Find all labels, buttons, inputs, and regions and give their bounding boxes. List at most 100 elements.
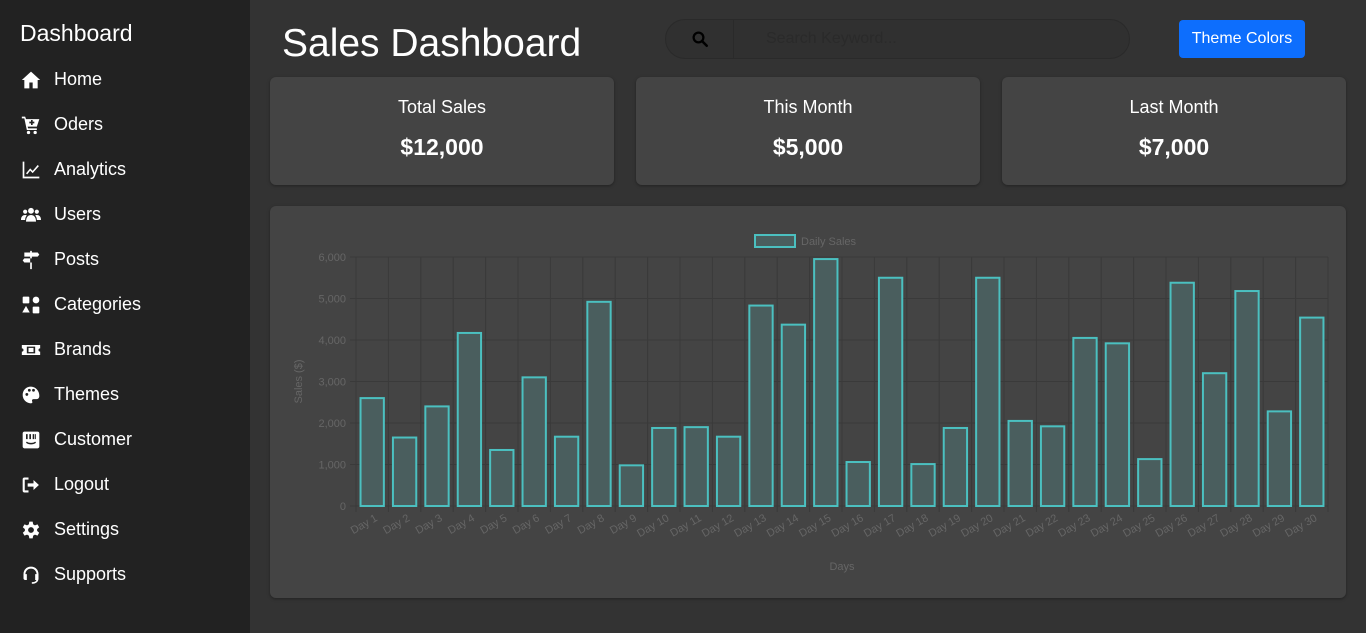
x-tick-label: Day 14	[765, 512, 801, 540]
sidebar-item-label: Categories	[54, 294, 142, 314]
search-button[interactable]	[666, 20, 734, 58]
sidebar-item-users[interactable]: Users	[0, 192, 250, 237]
sidebar-item-label: Themes	[54, 384, 120, 404]
bar	[1266, 410, 1293, 508]
bar	[975, 276, 1001, 507]
bar	[586, 300, 612, 507]
sidebar-item-label: Posts	[54, 249, 100, 269]
x-tick-label: Day 22	[1024, 512, 1060, 540]
sidebar-item-label: Oders	[54, 114, 104, 134]
x-tick-label: Day 8	[576, 512, 607, 537]
sidebar-item-logout[interactable]: Logout	[0, 462, 250, 507]
sidebar-item-categories[interactable]: Categories	[0, 282, 250, 327]
logout-icon	[20, 474, 42, 496]
x-tick-label: Day 18	[894, 512, 930, 540]
sales-chart-panel: 0 1,000 2,000 3,000 4,000 5,000 6,000 Day 1 Day …	[270, 206, 1346, 598]
bar	[942, 426, 969, 507]
x-tick-label: Day 9	[608, 512, 639, 537]
total-sales-card: Total Sales $12,000	[270, 77, 614, 185]
ticket-icon	[20, 339, 42, 361]
bar	[1137, 458, 1163, 507]
x-tick-label: Day 24	[1089, 512, 1125, 540]
bar	[553, 435, 580, 508]
bar	[1169, 281, 1195, 508]
x-tick-label: Day 3	[414, 512, 445, 537]
bar	[910, 463, 936, 507]
bar	[715, 435, 742, 508]
home-icon	[20, 69, 42, 91]
chart-line-icon	[20, 159, 42, 181]
x-tick-label: Day 21	[992, 512, 1028, 540]
sidebar-item-label: Home	[54, 69, 103, 89]
bar	[1234, 290, 1260, 507]
y-tick-label: 3,000	[318, 377, 346, 389]
signpost-icon	[20, 249, 42, 271]
x-tick-label: Day 23	[1056, 512, 1092, 540]
card-value: $7,000	[1138, 134, 1210, 160]
sidebar-item-supports[interactable]: Supports	[0, 552, 250, 597]
x-tick-label: Day 17	[862, 512, 898, 540]
sidebar: Dashboard Home Oders Analytics Users	[0, 0, 250, 633]
sidebar-item-orders[interactable]: Oders	[0, 102, 250, 147]
bar	[618, 464, 645, 507]
bar	[391, 436, 418, 507]
theme-colors-button[interactable]: Theme Colors	[1179, 20, 1305, 58]
bar	[748, 304, 774, 508]
y-axis-title: Sales ($)	[293, 359, 305, 403]
x-axis-title: Days	[829, 561, 855, 573]
x-tick-label: Day 25	[1121, 512, 1157, 540]
y-tick-label: 4,000	[318, 335, 346, 347]
sidebar-item-label: Users	[54, 204, 102, 224]
users-icon	[20, 204, 42, 226]
search-input[interactable]	[734, 20, 1129, 58]
this-month-card: This Month $5,000	[636, 77, 980, 185]
y-tick-label: 2,000	[318, 418, 346, 430]
sidebar-item-customer[interactable]: Customer	[0, 417, 250, 462]
sidebar-item-posts[interactable]: Posts	[0, 237, 250, 282]
x-tick-label: Day 27	[1186, 512, 1222, 540]
search-icon	[692, 31, 708, 48]
bar	[424, 405, 450, 507]
bar	[877, 276, 904, 507]
gear-icon	[20, 519, 42, 541]
y-tick-label: 5,000	[318, 294, 346, 306]
sidebar-item-brands[interactable]: Brands	[0, 327, 250, 372]
bar	[845, 461, 871, 508]
x-tick-label: Day 10	[635, 512, 671, 540]
bar	[1201, 372, 1228, 507]
x-tick-label: Day 19	[927, 512, 963, 540]
y-tick-label: 1,000	[318, 460, 346, 472]
card-label: Total Sales	[397, 97, 487, 117]
bar	[521, 376, 547, 507]
bar	[813, 258, 839, 508]
sidebar-item-label: Supports	[54, 564, 127, 584]
legend-label: Daily Sales	[801, 236, 857, 248]
card-value: $12,000	[400, 134, 484, 160]
sidebar-item-home[interactable]: Home	[0, 57, 250, 102]
x-tick-label: Day 15	[797, 512, 833, 540]
x-tick-label: Day 16	[830, 512, 866, 540]
x-tick-label: Day 4	[446, 512, 477, 537]
bar	[1104, 342, 1131, 507]
sidebar-item-settings[interactable]: Settings	[0, 507, 250, 552]
sidebar-item-analytics[interactable]: Analytics	[0, 147, 250, 192]
x-tick-label: Day 1	[349, 512, 380, 537]
cart-icon	[20, 114, 42, 136]
card-label: This Month	[763, 97, 853, 117]
sidebar-nav: Home Oders Analytics Users Posts	[0, 57, 250, 597]
bar	[359, 397, 385, 508]
page-title: Sales Dashboard	[282, 22, 582, 65]
x-tick-label: Day 13	[732, 512, 768, 540]
sidebar-item-themes[interactable]: Themes	[0, 372, 250, 417]
last-month-card: Last Month $7,000	[1002, 77, 1346, 185]
customer-icon	[20, 429, 42, 451]
bar	[1007, 419, 1033, 507]
x-tick-label: Day 29	[1251, 512, 1287, 540]
x-tick-label: Day 30	[1283, 512, 1319, 540]
bar	[1299, 316, 1325, 507]
y-tick-label: 6,000	[318, 252, 346, 264]
x-tick-label: Day 26	[1154, 512, 1190, 540]
search-bar	[665, 19, 1130, 59]
x-tick-label: Day 2	[381, 512, 412, 537]
